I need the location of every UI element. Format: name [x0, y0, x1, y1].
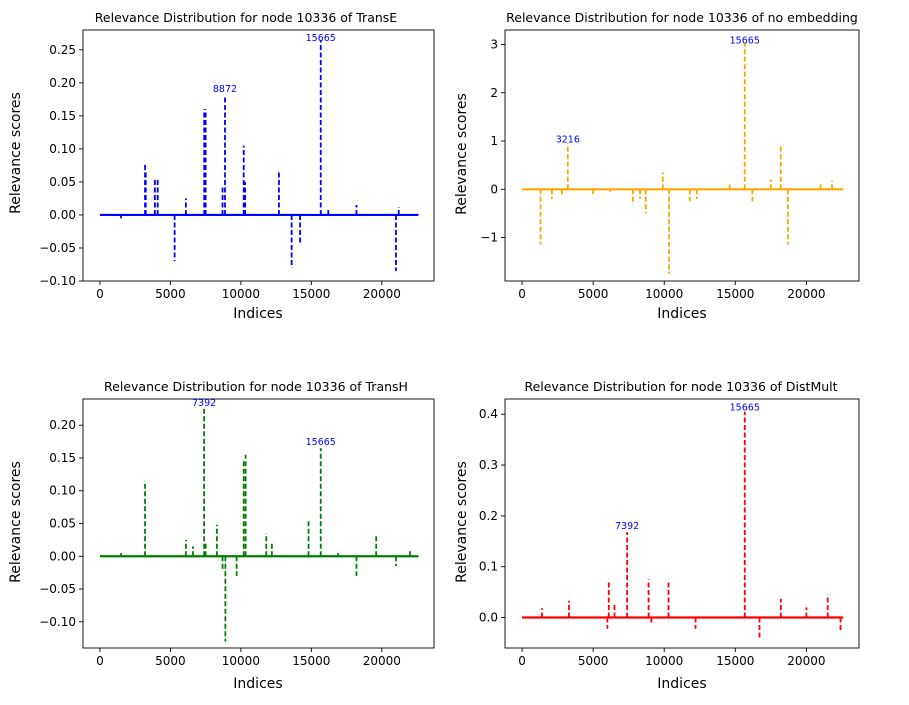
x-tick-label: 15000 [292, 287, 330, 301]
panel-transh: Relevance Distribution for node 10336 of… [8, 379, 435, 692]
y-tick-label: 0.4 [479, 407, 498, 421]
y-tick-label: 0.00 [49, 549, 76, 563]
y-tick-label: −0.10 [39, 274, 76, 288]
x-tick-label: 20000 [787, 287, 825, 301]
x-tick-label: 0 [96, 287, 104, 301]
y-axis-label: Relevance scores [8, 461, 24, 583]
x-axis-label: Indices [233, 676, 282, 692]
x-tick-label: 15000 [716, 287, 754, 301]
y-tick-label: 0.2 [479, 509, 498, 523]
peak-annotation: 7392 [615, 521, 639, 532]
x-tick-label: 20000 [363, 654, 401, 668]
axes-frame [504, 29, 860, 282]
y-tick-label: 2 [490, 86, 498, 100]
x-axis-label: Indices [233, 306, 282, 322]
panel-distmult: Relevance Distribution for node 10336 of… [454, 379, 860, 692]
y-tick-label: 0.3 [479, 458, 498, 472]
y-tick-label: 0.20 [49, 418, 76, 432]
y-tick-label: 0.1 [479, 560, 498, 574]
y-axis-label: Relevance scores [454, 461, 470, 583]
panel-title: Relevance Distribution for node 10336 of… [95, 10, 398, 25]
y-tick-label: −0.05 [39, 241, 76, 255]
peak-annotation: 7392 [192, 398, 216, 409]
y-axis-label: Relevance scores [8, 92, 24, 214]
y-tick-label: 0.10 [49, 142, 76, 156]
y-tick-label: 0.05 [49, 517, 76, 531]
y-tick-label: 0.0 [479, 611, 498, 625]
y-axis-label: Relevance scores [454, 93, 470, 215]
axes-frame [82, 398, 435, 649]
x-tick-label: 5000 [155, 287, 186, 301]
x-tick-label: 0 [518, 287, 526, 301]
x-tick-label: 5000 [578, 287, 609, 301]
y-tick-label: 3 [490, 37, 498, 51]
panel-title: Relevance Distribution for node 10336 of… [506, 10, 858, 25]
panel-title: Relevance Distribution for node 10336 of… [104, 379, 408, 394]
x-tick-label: 15000 [716, 654, 754, 668]
x-tick-label: 10000 [645, 654, 683, 668]
panel-title: Relevance Distribution for node 10336 of… [524, 379, 837, 394]
y-tick-label: 0.00 [49, 208, 76, 222]
y-tick-label: −0.05 [39, 582, 76, 596]
y-tick-label: 0.10 [49, 484, 76, 498]
x-axis-label: Indices [657, 676, 706, 692]
peak-annotation: 15665 [306, 437, 336, 448]
peak-annotation: 8872 [213, 84, 237, 95]
peak-annotation: 15665 [730, 403, 760, 414]
y-tick-label: 0.05 [49, 175, 76, 189]
x-tick-label: 10000 [222, 654, 260, 668]
y-tick-label: 0.25 [49, 43, 76, 57]
x-tick-label: 0 [96, 654, 104, 668]
y-tick-label: 1 [490, 134, 498, 148]
panel-transe: Relevance Distribution for node 10336 of… [8, 10, 435, 322]
x-tick-label: 15000 [292, 654, 330, 668]
x-tick-label: 20000 [787, 654, 825, 668]
axes-frame [504, 398, 860, 649]
x-tick-label: 10000 [645, 287, 683, 301]
peak-annotation: 15665 [306, 33, 336, 44]
axes-frame [82, 29, 435, 282]
y-tick-label: 0.20 [49, 76, 76, 90]
x-tick-label: 5000 [155, 654, 186, 668]
y-tick-label: −0.10 [39, 615, 76, 629]
panel-no-embedding: Relevance Distribution for node 10336 of… [454, 10, 860, 322]
y-tick-label: 0.15 [49, 109, 76, 123]
x-axis-label: Indices [657, 306, 706, 322]
peak-annotation: 15665 [730, 35, 760, 46]
x-tick-label: 10000 [222, 287, 260, 301]
y-tick-label: −1 [480, 231, 498, 245]
x-tick-label: 20000 [363, 287, 401, 301]
peak-annotation: 3216 [556, 134, 580, 145]
x-tick-label: 0 [518, 654, 526, 668]
x-tick-label: 5000 [578, 654, 609, 668]
y-tick-label: 0 [490, 182, 498, 196]
y-tick-label: 0.15 [49, 451, 76, 465]
